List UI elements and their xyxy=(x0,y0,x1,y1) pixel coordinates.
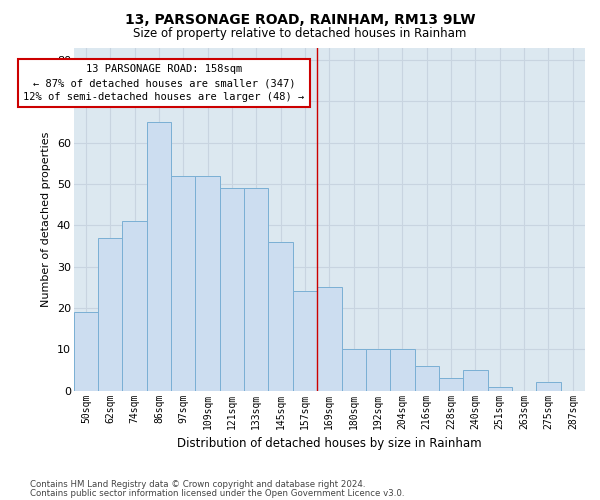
Bar xyxy=(390,350,415,391)
Text: Contains public sector information licensed under the Open Government Licence v3: Contains public sector information licen… xyxy=(30,488,404,498)
Text: Contains HM Land Registry data © Crown copyright and database right 2024.: Contains HM Land Registry data © Crown c… xyxy=(30,480,365,489)
Bar xyxy=(463,370,488,390)
Bar xyxy=(196,176,220,390)
X-axis label: Distribution of detached houses by size in Rainham: Distribution of detached houses by size … xyxy=(177,437,482,450)
Bar xyxy=(488,386,512,390)
Text: 13, PARSONAGE ROAD, RAINHAM, RM13 9LW: 13, PARSONAGE ROAD, RAINHAM, RM13 9LW xyxy=(125,12,475,26)
Bar xyxy=(171,176,196,390)
Bar xyxy=(147,122,171,390)
Bar xyxy=(439,378,463,390)
Bar xyxy=(536,382,560,390)
Bar xyxy=(220,188,244,390)
Text: Size of property relative to detached houses in Rainham: Size of property relative to detached ho… xyxy=(133,28,467,40)
Bar xyxy=(341,350,366,391)
Bar xyxy=(74,312,98,390)
Y-axis label: Number of detached properties: Number of detached properties xyxy=(41,132,51,307)
Bar xyxy=(268,242,293,390)
Bar xyxy=(293,292,317,390)
Text: 13 PARSONAGE ROAD: 158sqm
← 87% of detached houses are smaller (347)
12% of semi: 13 PARSONAGE ROAD: 158sqm ← 87% of detac… xyxy=(23,64,304,102)
Bar xyxy=(98,238,122,390)
Bar xyxy=(317,288,341,391)
Bar xyxy=(415,366,439,390)
Bar xyxy=(366,350,390,391)
Bar xyxy=(122,221,147,390)
Bar xyxy=(244,188,268,390)
